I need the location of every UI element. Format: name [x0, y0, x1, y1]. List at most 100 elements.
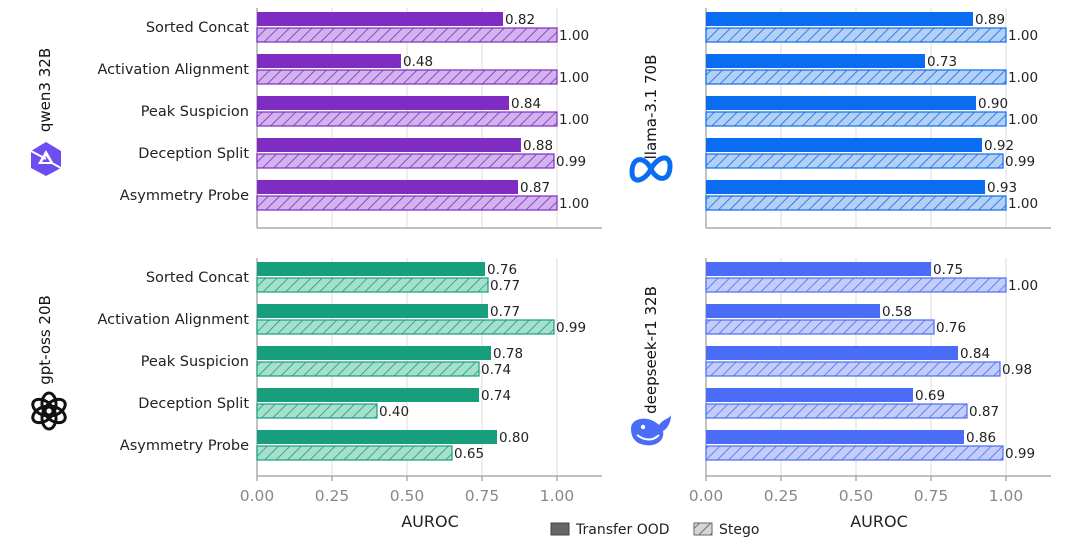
value-label-stego: 1.00	[1008, 112, 1038, 128]
value-label-stego: 1.00	[559, 196, 589, 212]
value-label-stego: 1.00	[559, 112, 589, 128]
category-label: Deception Split	[138, 396, 249, 412]
value-label-transfer-ood: 0.84	[960, 346, 990, 362]
category-label: Deception Split	[138, 146, 249, 162]
category-label: Asymmetry Probe	[120, 438, 249, 454]
openai-logo-icon	[31, 391, 67, 431]
bar-stego	[705, 69, 1007, 85]
value-label-transfer-ood: 0.77	[490, 304, 520, 320]
x-tick-label: 0.75	[465, 487, 500, 505]
value-label-transfer-ood: 0.86	[966, 430, 996, 446]
value-label-transfer-ood: 0.90	[978, 96, 1008, 112]
bar-transfer-ood	[706, 138, 982, 152]
bar-transfer-ood	[706, 180, 985, 194]
value-label-stego: 0.99	[556, 320, 586, 336]
category-label: Asymmetry Probe	[120, 188, 249, 204]
value-label-stego: 0.65	[454, 446, 484, 462]
bar-stego	[256, 445, 453, 461]
bar-transfer-ood	[706, 304, 880, 318]
x-tick-label: 0.25	[764, 487, 799, 505]
legend-swatch-stego	[693, 522, 713, 536]
x-tick-label: 0.50	[390, 487, 425, 505]
bar-transfer-ood	[706, 388, 913, 402]
x-tick-label: 0.00	[689, 487, 724, 505]
meta-logo-icon	[629, 155, 673, 183]
bar-stego	[705, 27, 1007, 43]
panel-deepseek: deepseek-r1 32B 0.00 0.25 0.50 0.75 1.00 0.75…	[631, 258, 1051, 505]
value-label-transfer-ood: 0.92	[984, 138, 1014, 154]
legend-label-stego: Stego	[719, 522, 759, 538]
bar-transfer-ood	[706, 12, 973, 26]
bar-stego	[705, 445, 1004, 461]
value-label-transfer-ood: 0.78	[493, 346, 523, 362]
bar-transfer-ood	[257, 138, 521, 152]
model-title-deepseek: deepseek-r1 32B	[642, 286, 660, 414]
bar-transfer-ood	[257, 12, 503, 26]
category-label: Peak Suspicion	[141, 104, 249, 120]
bar-stego	[705, 361, 1001, 377]
value-label-stego: 1.00	[559, 28, 589, 44]
deepseek-whale-icon	[631, 415, 671, 446]
bar-transfer-ood	[706, 346, 958, 360]
x-tick-label: 1.00	[989, 487, 1024, 505]
value-label-transfer-ood: 0.80	[499, 430, 529, 446]
bar-stego	[256, 27, 558, 43]
value-label-stego: 1.00	[1008, 70, 1038, 86]
value-label-stego: 0.40	[379, 404, 409, 420]
panel-gpt-oss: gpt-oss 20B 0.00 0.25 0.50 0.75 1.00 Sorted C…	[31, 258, 602, 505]
x-tick-label: 0.75	[914, 487, 949, 505]
bar-stego	[256, 277, 489, 293]
category-label: Activation Alignment	[98, 62, 250, 78]
value-label-transfer-ood: 0.93	[987, 180, 1017, 196]
legend-swatch-transfer-ood	[550, 522, 570, 536]
value-label-transfer-ood: 0.58	[882, 304, 912, 320]
value-label-transfer-ood: 0.84	[511, 96, 541, 112]
value-label-stego: 0.99	[556, 154, 586, 170]
x-tick-label: 0.25	[315, 487, 350, 505]
x-axis-title-left: AUROC	[401, 512, 459, 531]
value-label-transfer-ood: 0.73	[927, 54, 957, 70]
bar-transfer-ood	[257, 304, 488, 318]
bar-stego	[705, 403, 968, 419]
value-label-transfer-ood: 0.76	[487, 262, 517, 278]
value-label-stego: 1.00	[1008, 278, 1038, 294]
bar-stego	[256, 153, 555, 169]
bar-transfer-ood	[706, 96, 976, 110]
legend-label-transfer-ood: Transfer OOD	[575, 522, 670, 538]
bar-transfer-ood	[706, 54, 925, 68]
value-label-transfer-ood: 0.69	[915, 388, 945, 404]
bar-stego	[705, 111, 1007, 127]
bar-transfer-ood	[257, 388, 479, 402]
bar-transfer-ood	[257, 346, 491, 360]
category-label: Sorted Concat	[146, 20, 249, 36]
x-tick-label: 0.50	[839, 487, 874, 505]
category-label: Peak Suspicion	[141, 354, 249, 370]
bar-stego	[705, 277, 1007, 293]
value-label-stego: 1.00	[1008, 28, 1038, 44]
value-label-stego: 0.87	[969, 404, 999, 420]
legend: Transfer OOD Stego	[550, 522, 759, 538]
value-label-transfer-ood: 0.87	[520, 180, 550, 196]
model-title-gpt-oss: gpt-oss 20B	[36, 295, 54, 385]
value-label-stego: 0.99	[1005, 446, 1035, 462]
bar-stego	[705, 153, 1004, 169]
value-label-stego: 0.74	[481, 362, 511, 378]
panel-qwen3: qwen3 32B Sorted Concat 0.82 1.00 Activatio…	[30, 8, 602, 229]
panel-llama: llama-3.1 70B 0.891.000.731.000.901.000.…	[629, 8, 1051, 229]
bar-stego	[256, 403, 378, 419]
bar-transfer-ood	[706, 262, 931, 276]
x-tick-label: 1.00	[540, 487, 575, 505]
value-label-transfer-ood: 0.89	[975, 12, 1005, 28]
bar-transfer-ood	[257, 180, 518, 194]
value-label-stego: 1.00	[1008, 196, 1038, 212]
value-label-stego: 1.00	[559, 70, 589, 86]
value-label-transfer-ood: 0.74	[481, 388, 511, 404]
x-tick-label: 0.00	[240, 487, 275, 505]
category-label: Activation Alignment	[98, 312, 250, 328]
value-label-transfer-ood: 0.82	[505, 12, 535, 28]
bar-stego	[256, 195, 558, 211]
value-label-stego: 0.76	[936, 320, 966, 336]
bar-transfer-ood	[257, 262, 485, 276]
category-label: Sorted Concat	[146, 270, 249, 286]
bar-transfer-ood	[257, 96, 509, 110]
